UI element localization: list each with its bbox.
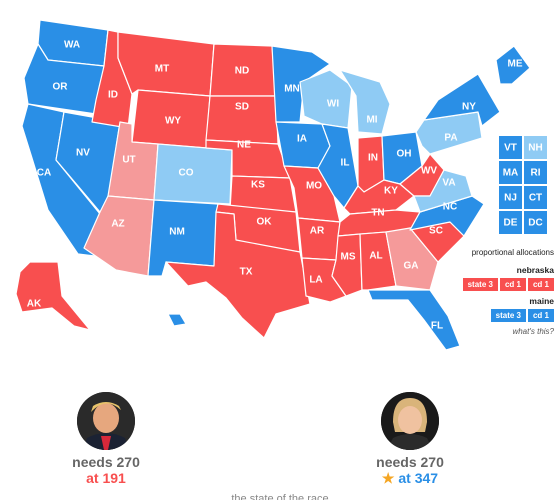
nebraska-chips: state 3 cd 1 cd 1 — [452, 278, 554, 291]
state-tile-label-ct: CT — [529, 193, 542, 204]
state-tile-ri[interactable] — [524, 161, 547, 184]
state-label-ny: NY — [462, 102, 476, 113]
state-label-tx: TX — [240, 267, 253, 278]
state-label-fl: FL — [431, 321, 443, 332]
proportional-allocations-panel: proportional allocations nebraska state … — [452, 248, 554, 336]
nebraska-label: nebraska — [516, 265, 554, 275]
state-il[interactable] — [317, 123, 359, 209]
state-label-nv: NV — [76, 148, 90, 159]
state-tile-label-ma: MA — [503, 168, 519, 179]
state-tile-nh[interactable] — [524, 136, 547, 159]
state-label-ms: MS — [341, 252, 356, 263]
state-ny[interactable] — [423, 73, 501, 127]
allocations-title: proportional allocations — [471, 248, 554, 257]
state-tile-ma[interactable] — [499, 161, 522, 184]
state-label-wv: WV — [421, 166, 437, 177]
maine-chip-cd: cd 1 — [527, 309, 554, 322]
state-tile-ct[interactable] — [524, 186, 547, 209]
state-tile-label-dc: DC — [528, 218, 542, 229]
state-tx[interactable] — [165, 211, 311, 339]
candidate-right: needs 270 ★ at 347 — [350, 392, 470, 487]
state-label-nd: ND — [235, 66, 249, 77]
state-label-az: AZ — [111, 219, 124, 230]
electoral-votes-value: at 347 — [398, 470, 439, 486]
nebraska-chip-cd: cd 1 — [527, 278, 554, 291]
state-ar[interactable] — [297, 217, 341, 261]
state-al[interactable] — [359, 231, 397, 291]
star-icon: ★ — [381, 470, 395, 486]
state-label-ok: OK — [257, 217, 273, 228]
state-label-ut: UT — [122, 155, 135, 166]
state-ak[interactable] — [15, 261, 91, 331]
state-me[interactable] — [495, 45, 531, 85]
state-va[interactable] — [413, 169, 473, 213]
state-label-sd: SD — [235, 102, 249, 113]
state-mi[interactable] — [339, 69, 391, 135]
state-label-mn: MN — [284, 84, 300, 95]
state-label-va: VA — [442, 178, 455, 189]
state-label-id: ID — [108, 90, 118, 101]
state-label-pa: PA — [444, 133, 457, 144]
needs-text: needs 270 — [376, 454, 444, 470]
state-label-mi: MI — [366, 115, 377, 126]
state-fl[interactable] — [367, 289, 461, 351]
state-label-in: IN — [368, 153, 378, 164]
candidate-left: needs 270 at 191 — [46, 392, 166, 486]
state-label-ga: GA — [404, 261, 419, 272]
whats-this-link[interactable]: what's this? — [512, 327, 554, 336]
maine-label: maine — [529, 296, 554, 306]
state-label-ks: KS — [251, 180, 265, 191]
state-label-nc: NC — [443, 202, 457, 213]
maine-chips: state 3 cd 1 — [452, 309, 554, 322]
avatar — [77, 392, 135, 450]
state-label-nm: NM — [169, 227, 185, 238]
state-label-co: CO — [179, 168, 194, 179]
state-label-ak: AK — [27, 299, 42, 310]
state-tile-nj[interactable] — [499, 186, 522, 209]
nebraska-chip-cd: cd 1 — [499, 278, 526, 291]
state-label-al: AL — [369, 251, 382, 262]
state-label-wi: WI — [327, 99, 339, 110]
state-tile-de[interactable] — [499, 211, 522, 234]
state-label-oh: OH — [397, 149, 412, 160]
state-tile-dc[interactable] — [524, 211, 547, 234]
state-tile-label-ri: RI — [531, 168, 541, 179]
state-label-mo: MO — [306, 181, 322, 192]
state-label-ar: AR — [310, 226, 325, 237]
nebraska-chip-state: state 3 — [462, 278, 498, 291]
maine-chip-state: state 3 — [490, 309, 526, 322]
state-tile-label-de: DE — [504, 218, 518, 229]
state-label-tn: TN — [371, 208, 384, 219]
state-label-me: ME — [508, 59, 523, 70]
state-ga[interactable] — [385, 227, 439, 291]
state-hi[interactable] — [167, 313, 187, 327]
state-label-wy: WY — [165, 116, 181, 127]
electoral-votes: at 191 — [86, 470, 126, 486]
electoral-votes: ★ at 347 — [350, 470, 470, 487]
footer-caption: the state of the race — [231, 493, 329, 500]
state-label-or: OR — [53, 82, 69, 93]
us-electoral-map: WA OR CA NV ID MT WY UT AZ CO NM ND SD NE KS OK TX MN IA MO… — [15, 19, 547, 351]
state-label-ca: CA — [37, 168, 51, 179]
state-tile-label-nj: NJ — [504, 193, 517, 204]
state-label-ky: KY — [384, 186, 398, 197]
state-tile-label-nh: NH — [528, 143, 542, 154]
state-label-mt: MT — [155, 64, 169, 75]
needs-text: needs 270 — [72, 454, 140, 470]
state-label-il: IL — [341, 158, 350, 169]
state-label-ia: IA — [297, 134, 307, 145]
state-label-la: LA — [309, 275, 322, 286]
avatar — [381, 392, 439, 450]
state-label-wa: WA — [64, 40, 80, 51]
state-tile-vt[interactable] — [499, 136, 522, 159]
state-tile-label-vt: VT — [504, 143, 517, 154]
state-label-sc: SC — [429, 226, 443, 237]
state-label-ne: NE — [237, 140, 251, 151]
